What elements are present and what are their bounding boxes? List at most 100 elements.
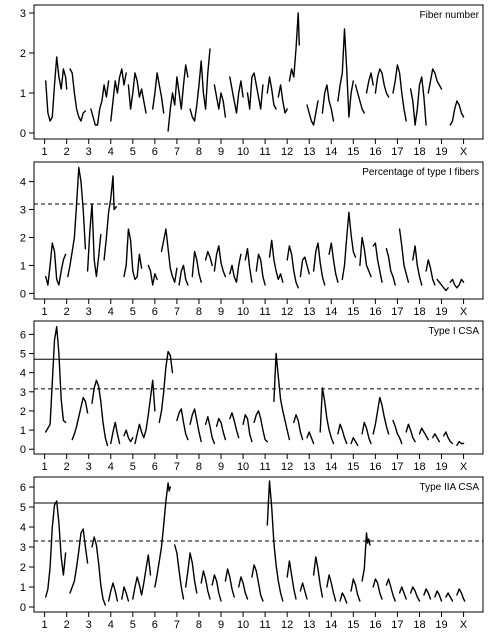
x-tick-label: 1 [42, 619, 48, 631]
panel-frame [33, 4, 484, 140]
x-tick-label: 3 [86, 619, 92, 631]
x-tick-label: 10 [237, 461, 249, 473]
lod-trace-segment [91, 536, 107, 606]
x-tick-label: 17 [391, 461, 403, 473]
x-tick-label: 1 [42, 306, 48, 318]
x-tick-label: 4 [108, 619, 114, 631]
lod-trace-segment [286, 245, 299, 289]
lod-trace-segment [359, 236, 372, 278]
lod-trace-segment [158, 350, 174, 424]
lod-traces [45, 166, 465, 292]
x-tick-label: 16 [369, 146, 381, 158]
y-tick-label: 1 [20, 582, 26, 594]
x-tick-label: 1 [42, 146, 48, 158]
x-tick-label: 17 [391, 306, 403, 318]
lod-trace-segment [312, 556, 324, 598]
y-tick-label: 4 [20, 522, 26, 534]
x-tick-label: 13 [303, 461, 315, 473]
y-axis: 0 1 2 3 4 5 6 [20, 329, 34, 456]
lod-trace-segment [242, 414, 253, 443]
y-tick-label: 2 [20, 48, 26, 60]
lod-trace-segment [306, 431, 315, 445]
lod-trace-segment [372, 242, 383, 283]
lod-trace-segment [147, 264, 158, 286]
lod-traces [45, 12, 465, 132]
lod-trace-segment [229, 253, 242, 283]
lod-trace-segment [204, 416, 216, 445]
y-tick-label: 3 [20, 542, 26, 554]
x-tick-label: 11 [259, 461, 270, 473]
lod-trace-segment [372, 578, 383, 600]
x-tick-label: 14 [325, 146, 337, 158]
x-tick-label: 7 [174, 461, 180, 473]
x-tick-label: 11 [259, 146, 270, 158]
x-tick-label: 8 [196, 146, 202, 158]
x-tick-label: 16 [369, 306, 381, 318]
x-tick-label: 16 [369, 461, 381, 473]
lod-trace-segment [293, 414, 304, 441]
x-tick-label: 7 [174, 306, 180, 318]
lod-trace-segment [312, 242, 326, 286]
y-tick-label: 1 [20, 88, 26, 100]
x-tick-label: X [460, 619, 468, 631]
x-tick-label: 10 [237, 146, 249, 158]
lod-trace-segment [90, 80, 110, 126]
x-tick-label: 10 [237, 306, 249, 318]
lod-trace-segment [365, 72, 374, 94]
x-tick-label: 12 [281, 146, 293, 158]
y-tick-label: 3 [20, 8, 26, 20]
lod-trace-segment [409, 76, 427, 126]
y-tick-label: 0 [20, 128, 26, 140]
lod-trace-segment [213, 84, 227, 118]
lod-trace-segment [361, 421, 372, 445]
lod-trace-segment [423, 588, 432, 600]
y-tick-label: 4 [20, 177, 26, 189]
x-tick-label: 5 [130, 619, 136, 631]
y-tick-label: 2 [20, 406, 26, 418]
lod-trace-segment [319, 387, 335, 445]
y-axis: 0 1 2 3 [20, 8, 34, 140]
x-tick-label: 14 [325, 306, 337, 318]
lod-trace-segment [321, 84, 335, 122]
lod-trace-segment [244, 247, 253, 283]
x-tick-label: 8 [196, 619, 202, 631]
lod-trace-segment [224, 568, 235, 598]
lod-trace-segment [127, 72, 147, 114]
lod-trace-segment [45, 56, 68, 122]
lod-trace-segment [361, 532, 371, 582]
lod-trace-segment [215, 417, 227, 441]
panel-frame [33, 320, 484, 455]
y-tick-label: 5 [20, 349, 26, 361]
lod-trace-segment [132, 554, 152, 600]
lod-trace-segment [191, 250, 202, 283]
x-tick-label: 17 [391, 619, 403, 631]
panel-title: Fiber number [420, 10, 480, 21]
y-tick-label: 6 [20, 329, 26, 341]
x-tick-label: 12 [281, 619, 293, 631]
lod-trace-segment [445, 592, 454, 602]
x-tick-label: 7 [174, 146, 180, 158]
lod-trace-segment [427, 68, 443, 94]
lod-trace-segment [45, 242, 67, 286]
x-tick-label: 19 [435, 146, 447, 158]
lod-trace-segment [354, 84, 365, 114]
x-tick-label: 2 [64, 619, 70, 631]
y-axis: 0 1 2 3 4 [20, 177, 34, 300]
x-tick-label: 5 [130, 146, 136, 158]
lod-trace-segment [134, 379, 156, 445]
lod-trace-segment [299, 582, 308, 600]
x-axis: 1 2 3 4 5 6 7 8 9 10 11 12 13 14 15 16 17 18 19 X [42, 299, 468, 318]
lod-trace-segment [71, 396, 89, 441]
x-tick-label: 7 [174, 619, 180, 631]
lod-trace-segment [341, 211, 357, 281]
threshold-lines [34, 358, 483, 390]
lod-trace-segment [67, 166, 87, 278]
lod-traces [45, 326, 465, 447]
lod-trace-segment [86, 203, 102, 278]
lod-trace-segment [266, 480, 284, 602]
lod-trace-segment [154, 482, 172, 588]
lod-trace-segment [339, 592, 348, 604]
